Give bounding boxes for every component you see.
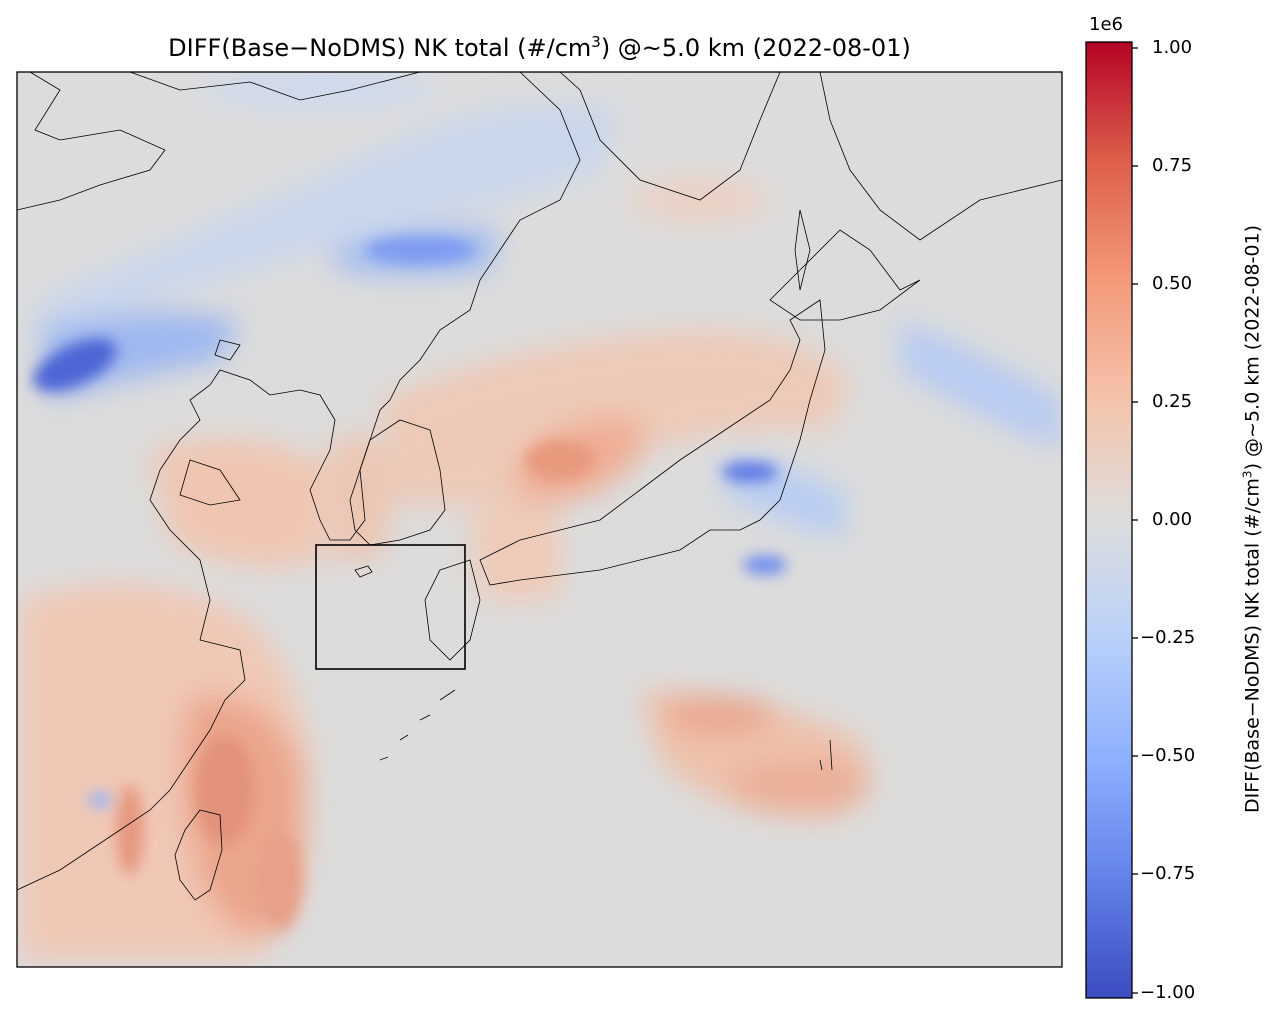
strong-negative <box>33 236 787 808</box>
japan-kyushu <box>424 559 481 661</box>
colorbar-title: DIFF(Base−NoDMS) NK total (#/cm3) @~5.0 … <box>1240 224 1264 814</box>
coastlines <box>17 72 1062 901</box>
colorbar-tick-label: 0.50 <box>1152 273 1193 294</box>
map-title: DIFF(Base−NoDMS) NK total (#/cm3) @~5.0 … <box>168 33 911 62</box>
mainland-asia-coast <box>17 72 581 891</box>
shandong <box>179 459 241 506</box>
colorbar-tick-label: 1.00 <box>1152 37 1193 58</box>
bonin <box>819 739 833 771</box>
liaodong <box>214 339 241 361</box>
colorbar-tick-label: −1.00 <box>1140 982 1196 1003</box>
colorbar-ticks <box>1132 47 1138 994</box>
colorbar-gradient <box>1085 41 1133 999</box>
ryukyu <box>379 689 456 761</box>
colorbar-tick-label: −0.25 <box>1140 627 1196 648</box>
colorbar-tick-label: 0.00 <box>1152 509 1193 530</box>
sakhalin <box>794 209 811 291</box>
highlight-box <box>315 544 466 670</box>
japan-hokkaido <box>769 229 921 321</box>
colorbar-tick-label: −0.50 <box>1140 745 1196 766</box>
positive-anomalies <box>20 178 870 960</box>
taiwan <box>174 809 223 901</box>
colorbar-tick-label: −0.75 <box>1140 863 1196 884</box>
colorbar-exponent: 1e6 <box>1089 14 1123 35</box>
colorbar-tick-label: 0.25 <box>1152 391 1193 412</box>
japan-honshu <box>479 299 826 586</box>
diff-field <box>17 72 1062 967</box>
colorbar-tick-label: 0.75 <box>1152 155 1193 176</box>
jeju <box>354 565 373 578</box>
strong-positive <box>116 440 595 930</box>
north-coast <box>559 72 1062 241</box>
map-frame <box>16 71 1063 968</box>
korea-coast <box>349 419 446 546</box>
colorbar <box>1085 41 1138 999</box>
